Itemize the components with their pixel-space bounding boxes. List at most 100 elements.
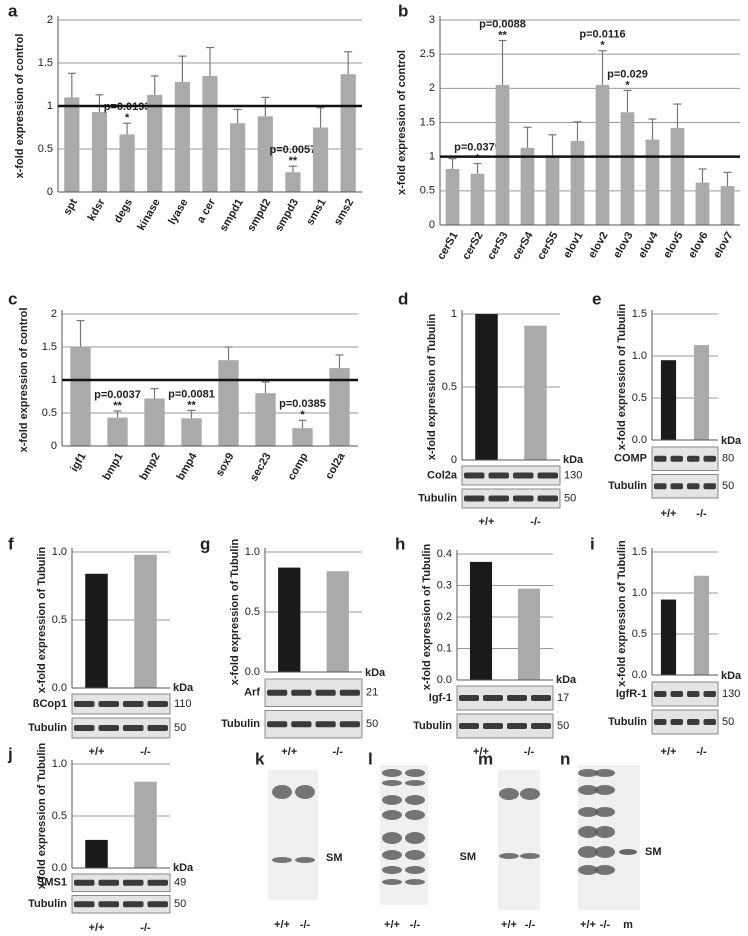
blot-kda: 50 — [557, 720, 569, 732]
panel-letter: i — [590, 534, 595, 553]
bar — [660, 360, 677, 440]
bar — [524, 325, 547, 460]
blot-band — [703, 719, 716, 725]
bar — [202, 75, 218, 192]
blot-band — [98, 879, 119, 886]
blot-band — [464, 495, 485, 502]
blot-band — [654, 455, 667, 462]
blot-label: Tubulin — [221, 718, 260, 730]
bar — [620, 112, 635, 225]
x-tick-label: elov6 — [686, 230, 710, 260]
bar — [255, 393, 276, 446]
y-axis-label: x-fold expression of Tubulin — [616, 303, 628, 450]
tlc-band — [578, 865, 598, 875]
blot-band — [339, 689, 360, 696]
y-tick-label: 1.5 — [420, 116, 435, 128]
y-tick-label: 1 — [451, 308, 457, 320]
y-tick-label: 1 — [47, 100, 53, 112]
x-tick-label: elov4 — [636, 229, 661, 260]
tlc-band — [405, 879, 425, 885]
tlc-band — [382, 769, 402, 777]
blot-band — [98, 901, 119, 908]
x-tick-label: cerS1 — [435, 230, 460, 262]
blot-strip — [461, 465, 561, 486]
y-tick-label: 0 — [47, 186, 53, 198]
blot-band — [123, 725, 144, 731]
y-axis-label: x-fold expression of control — [396, 50, 408, 195]
panel-letter: h — [395, 534, 405, 553]
tlc-band — [405, 866, 425, 874]
tlc-band — [405, 832, 425, 844]
significance: ** — [498, 29, 507, 41]
blot-band — [123, 879, 144, 886]
bar — [340, 74, 356, 192]
bar — [181, 418, 202, 446]
tlc-band — [272, 785, 292, 799]
blot-label: Arf — [244, 687, 260, 699]
x-tick-label: +/+ — [473, 746, 489, 758]
y-tick-label: 0.0 — [632, 434, 647, 446]
y-tick-label: 1.5 — [42, 341, 57, 353]
y-tick-label: 2 — [47, 14, 53, 26]
y-axis-label: x-fold expression of control — [14, 34, 26, 179]
blot-kda: 50 — [174, 722, 186, 734]
blot-band — [513, 472, 534, 479]
blot-kda: 21 — [366, 687, 378, 699]
significance: ** — [289, 155, 298, 167]
tlc-band — [382, 850, 402, 860]
bar — [144, 398, 165, 446]
bar — [64, 97, 80, 192]
tlc-band — [405, 780, 425, 786]
blot-band — [315, 721, 336, 728]
bar — [329, 368, 350, 446]
x-tick-label: elov1 — [561, 230, 585, 260]
y-axis-label: x-fold expression of Tubulin — [229, 538, 241, 685]
x-tick-label: sec23 — [248, 451, 274, 483]
bar — [218, 360, 239, 446]
blot-band — [513, 495, 534, 502]
p-value: p=0.0379 — [454, 141, 501, 153]
tlc-band — [405, 850, 425, 860]
blot-kda: 130 — [722, 688, 740, 700]
x-tick-label: elov3 — [611, 230, 635, 260]
y-axis-label: x-fold expression of control — [18, 308, 30, 453]
blot-band — [147, 725, 168, 731]
tlc-band — [382, 866, 402, 874]
panel-letter: d — [398, 289, 408, 308]
blot-band — [74, 701, 95, 707]
lane-label: +/+ — [274, 919, 290, 931]
p-value: p=0.0385 — [279, 398, 326, 410]
y-tick-label: 1.0 — [632, 587, 647, 599]
blot-band — [483, 695, 503, 701]
bar — [570, 140, 585, 225]
bar — [660, 599, 677, 675]
bar — [720, 186, 735, 225]
x-tick-label: cerS2 — [460, 230, 485, 262]
y-tick-label: 0.2 — [437, 611, 452, 623]
blot-band — [670, 483, 683, 490]
blot-kda: 17 — [557, 692, 569, 704]
y-tick-label: 1 — [51, 374, 57, 386]
x-tick-label: +/+ — [89, 922, 105, 934]
blot-band — [531, 723, 551, 729]
bar — [595, 84, 610, 226]
x-tick-label: lyase — [166, 197, 190, 227]
tlc-band — [578, 826, 598, 838]
bar — [312, 127, 329, 192]
blot-band — [459, 695, 479, 701]
x-tick-label: bmp2 — [138, 451, 163, 482]
tlc-band — [405, 810, 425, 820]
tlc-band — [520, 788, 540, 800]
bar — [147, 94, 163, 192]
blot-band — [74, 879, 95, 886]
blot-band — [123, 701, 144, 707]
bar — [445, 168, 460, 225]
blot-band — [703, 691, 716, 697]
blot-band — [98, 725, 119, 731]
y-axis-label: x-fold expression of Tubulin — [426, 313, 438, 460]
blot-label: Tubulin — [608, 480, 647, 492]
blot-unit: kDa — [365, 667, 386, 679]
blot-band — [147, 701, 168, 707]
panel-letter: b — [398, 1, 408, 20]
